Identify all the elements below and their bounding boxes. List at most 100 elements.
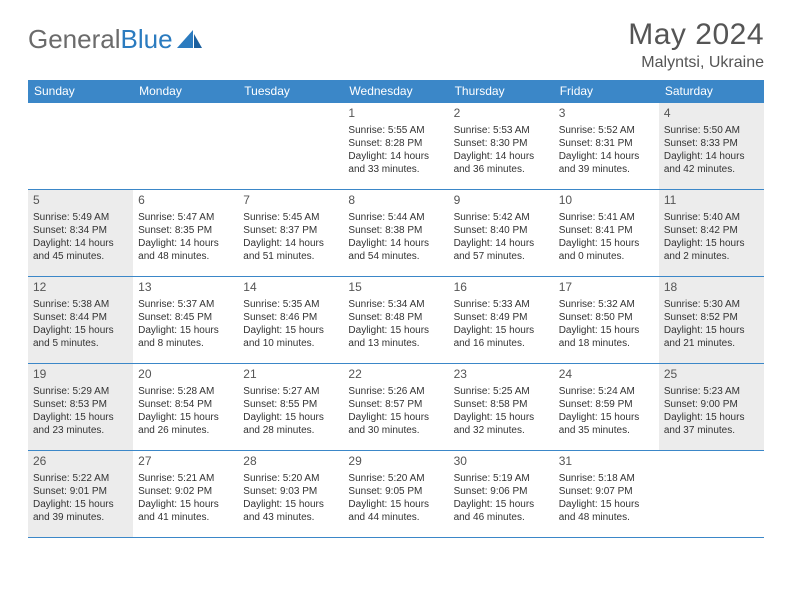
day-cell: 4 Sunrise: 5:50 AMSunset: 8:33 PMDaylight… <box>659 103 764 189</box>
day-info: Sunrise: 5:47 AMSunset: 8:35 PMDaylight:… <box>138 211 233 264</box>
day-number: 28 <box>243 454 338 470</box>
title-block: May 2024 Malyntsi, Ukraine <box>628 18 764 72</box>
day-cell: 7 Sunrise: 5:45 AMSunset: 8:37 PMDaylight… <box>238 190 343 276</box>
day-info: Sunrise: 5:45 AMSunset: 8:37 PMDaylight:… <box>243 211 338 264</box>
week-row: 19 Sunrise: 5:29 AMSunset: 8:53 PMDayligh… <box>28 364 764 451</box>
day-info: Sunrise: 5:22 AMSunset: 9:01 PMDaylight:… <box>33 472 128 525</box>
day-cell: 15 Sunrise: 5:34 AMSunset: 8:48 PMDayligh… <box>343 277 448 363</box>
day-number: 26 <box>33 454 128 470</box>
day-number: 10 <box>559 193 654 209</box>
day-cell: 3 Sunrise: 5:52 AMSunset: 8:31 PMDaylight… <box>554 103 659 189</box>
day-number: 25 <box>664 367 759 383</box>
week-row: 12 Sunrise: 5:38 AMSunset: 8:44 PMDayligh… <box>28 277 764 364</box>
day-info: Sunrise: 5:23 AMSunset: 9:00 PMDaylight:… <box>664 385 759 438</box>
day-number: 7 <box>243 193 338 209</box>
day-number: 5 <box>33 193 128 209</box>
day-of-week-row: SundayMondayTuesdayWednesdayThursdayFrid… <box>28 80 764 103</box>
day-number: 3 <box>559 106 654 122</box>
month-title: May 2024 <box>628 18 764 52</box>
day-cell <box>133 103 238 189</box>
dow-cell: Thursday <box>449 80 554 103</box>
day-cell: 28 Sunrise: 5:20 AMSunset: 9:03 PMDayligh… <box>238 451 343 537</box>
day-info: Sunrise: 5:19 AMSunset: 9:06 PMDaylight:… <box>454 472 549 525</box>
day-number: 19 <box>33 367 128 383</box>
day-cell <box>238 103 343 189</box>
day-number: 18 <box>664 280 759 296</box>
header: GeneralBlue May 2024 Malyntsi, Ukraine <box>28 18 764 72</box>
day-number: 1 <box>348 106 443 122</box>
day-cell: 30Sunrise: 5:19 AMSunset: 9:06 PMDayligh… <box>449 451 554 537</box>
day-number: 21 <box>243 367 338 383</box>
day-info: Sunrise: 5:38 AMSunset: 8:44 PMDaylight:… <box>33 298 128 351</box>
day-info: Sunrise: 5:42 AMSunset: 8:40 PMDaylight:… <box>454 211 549 264</box>
day-info: Sunrise: 5:27 AMSunset: 8:55 PMDaylight:… <box>243 385 338 438</box>
day-cell: 31 Sunrise: 5:18 AMSunset: 9:07 PMDayligh… <box>554 451 659 537</box>
day-cell: 23 Sunrise: 5:25 AMSunset: 8:58 PMDayligh… <box>449 364 554 450</box>
day-number: 17 <box>559 280 654 296</box>
day-info: Sunrise: 5:53 AMSunset: 8:30 PMDaylight:… <box>454 124 549 177</box>
day-number: 8 <box>348 193 443 209</box>
dow-cell: Wednesday <box>343 80 448 103</box>
day-cell: 10 Sunrise: 5:41 AMSunset: 8:41 PMDayligh… <box>554 190 659 276</box>
day-number: 31 <box>559 454 654 470</box>
day-info: Sunrise: 5:26 AMSunset: 8:57 PMDaylight:… <box>348 385 443 438</box>
day-number: 22 <box>348 367 443 383</box>
day-info: Sunrise: 5:41 AMSunset: 8:41 PMDaylight:… <box>559 211 654 264</box>
day-cell: 11 Sunrise: 5:40 AMSunset: 8:42 PMDayligh… <box>659 190 764 276</box>
day-number: 20 <box>138 367 233 383</box>
day-info: Sunrise: 5:52 AMSunset: 8:31 PMDaylight:… <box>559 124 654 177</box>
dow-cell: Saturday <box>659 80 764 103</box>
day-cell: 21 Sunrise: 5:27 AMSunset: 8:55 PMDayligh… <box>238 364 343 450</box>
day-number: 4 <box>664 106 759 122</box>
day-info: Sunrise: 5:29 AMSunset: 8:53 PMDaylight:… <box>33 385 128 438</box>
day-info: Sunrise: 5:25 AMSunset: 8:58 PMDaylight:… <box>454 385 549 438</box>
day-info: Sunrise: 5:37 AMSunset: 8:45 PMDaylight:… <box>138 298 233 351</box>
day-info: Sunrise: 5:44 AMSunset: 8:38 PMDaylight:… <box>348 211 443 264</box>
day-info: Sunrise: 5:20 AMSunset: 9:03 PMDaylight:… <box>243 472 338 525</box>
day-cell: 12 Sunrise: 5:38 AMSunset: 8:44 PMDayligh… <box>28 277 133 363</box>
day-cell: 17 Sunrise: 5:32 AMSunset: 8:50 PMDayligh… <box>554 277 659 363</box>
day-number: 15 <box>348 280 443 296</box>
day-cell: 13Sunrise: 5:37 AMSunset: 8:45 PMDayligh… <box>133 277 238 363</box>
day-info: Sunrise: 5:20 AMSunset: 9:05 PMDaylight:… <box>348 472 443 525</box>
day-cell: 8 Sunrise: 5:44 AMSunset: 8:38 PMDaylight… <box>343 190 448 276</box>
day-info: Sunrise: 5:34 AMSunset: 8:48 PMDaylight:… <box>348 298 443 351</box>
day-cell: 9 Sunrise: 5:42 AMSunset: 8:40 PMDaylight… <box>449 190 554 276</box>
day-cell: 29 Sunrise: 5:20 AMSunset: 9:05 PMDayligh… <box>343 451 448 537</box>
day-cell: 25 Sunrise: 5:23 AMSunset: 9:00 PMDayligh… <box>659 364 764 450</box>
day-info: Sunrise: 5:33 AMSunset: 8:49 PMDaylight:… <box>454 298 549 351</box>
week-row: 5Sunrise: 5:49 AMSunset: 8:34 PMDaylight… <box>28 190 764 277</box>
day-info: Sunrise: 5:18 AMSunset: 9:07 PMDaylight:… <box>559 472 654 525</box>
day-number: 14 <box>243 280 338 296</box>
day-info: Sunrise: 5:24 AMSunset: 8:59 PMDaylight:… <box>559 385 654 438</box>
dow-cell: Tuesday <box>238 80 343 103</box>
day-cell: 26 Sunrise: 5:22 AMSunset: 9:01 PMDayligh… <box>28 451 133 537</box>
logo: GeneralBlue <box>28 24 203 55</box>
day-number: 24 <box>559 367 654 383</box>
dow-cell: Monday <box>133 80 238 103</box>
day-info: Sunrise: 5:28 AMSunset: 8:54 PMDaylight:… <box>138 385 233 438</box>
day-number: 29 <box>348 454 443 470</box>
day-number: 6 <box>138 193 233 209</box>
logo-sail-icon <box>177 30 203 50</box>
day-info: Sunrise: 5:55 AMSunset: 8:28 PMDaylight:… <box>348 124 443 177</box>
day-info: Sunrise: 5:40 AMSunset: 8:42 PMDaylight:… <box>664 211 759 264</box>
day-info: Sunrise: 5:50 AMSunset: 8:33 PMDaylight:… <box>664 124 759 177</box>
day-number: 9 <box>454 193 549 209</box>
day-cell: 14Sunrise: 5:35 AMSunset: 8:46 PMDayligh… <box>238 277 343 363</box>
day-info: Sunrise: 5:32 AMSunset: 8:50 PMDaylight:… <box>559 298 654 351</box>
day-number: 16 <box>454 280 549 296</box>
day-number: 12 <box>33 280 128 296</box>
day-cell: 22 Sunrise: 5:26 AMSunset: 8:57 PMDayligh… <box>343 364 448 450</box>
day-number: 23 <box>454 367 549 383</box>
day-cell: 24 Sunrise: 5:24 AMSunset: 8:59 PMDayligh… <box>554 364 659 450</box>
day-cell: 6 Sunrise: 5:47 AMSunset: 8:35 PMDaylight… <box>133 190 238 276</box>
day-cell: 18Sunrise: 5:30 AMSunset: 8:52 PMDayligh… <box>659 277 764 363</box>
logo-text-2: Blue <box>121 24 173 55</box>
day-number: 11 <box>664 193 759 209</box>
day-cell: 27Sunrise: 5:21 AMSunset: 9:02 PMDayligh… <box>133 451 238 537</box>
dow-cell: Sunday <box>28 80 133 103</box>
week-row: 1 Sunrise: 5:55 AMSunset: 8:28 PMDaylight… <box>28 103 764 190</box>
day-cell: 20 Sunrise: 5:28 AMSunset: 8:54 PMDayligh… <box>133 364 238 450</box>
day-cell: 19 Sunrise: 5:29 AMSunset: 8:53 PMDayligh… <box>28 364 133 450</box>
